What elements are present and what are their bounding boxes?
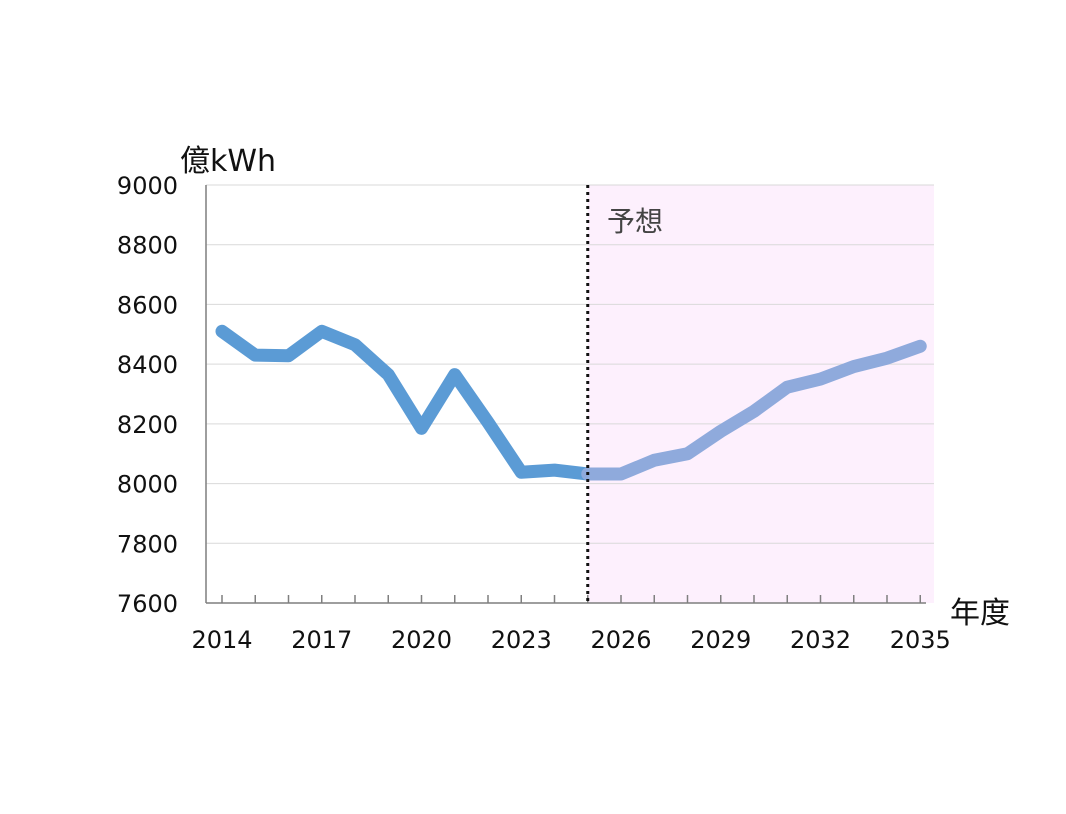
x-tick-label: 2032 [790,626,851,654]
gridlines [206,184,934,544]
forecast-region [587,185,934,603]
forecast-shading [587,185,934,603]
axes [205,185,926,604]
forecast-series-line [581,339,927,481]
y-tick-label: 7600 [117,590,178,618]
y-axis-unit-label: 億kWh [180,144,277,179]
y-tick-label: 8800 [117,232,178,260]
y-tick-label: 8400 [117,351,178,379]
x-tick-label: 2014 [191,626,252,654]
x-tick-label: 2023 [491,626,552,654]
x-axis-title: 年度 [950,596,1010,631]
x-tick-label: 2035 [890,626,951,654]
y-tick-label: 8200 [117,411,178,439]
x-tick-label: 2026 [590,626,651,654]
y-tick-label: 9000 [117,172,178,200]
actual-series-line [215,324,595,481]
series-lines [215,324,927,481]
x-tick-labels: 2014 2017 2020 2023 2026 2029 2032 2035 [191,626,950,654]
forecast-label: 予想 [607,205,664,238]
y-tick-label: 7800 [117,530,178,558]
x-tick-label: 2017 [291,626,352,654]
x-tick-label: 2029 [690,626,751,654]
x-tick-label: 2020 [391,626,452,654]
y-tick-label: 8600 [117,291,178,319]
y-tick-label: 8000 [117,471,178,499]
y-tick-labels: 9000 8800 8600 8400 8200 8000 7800 7600 [117,172,178,618]
